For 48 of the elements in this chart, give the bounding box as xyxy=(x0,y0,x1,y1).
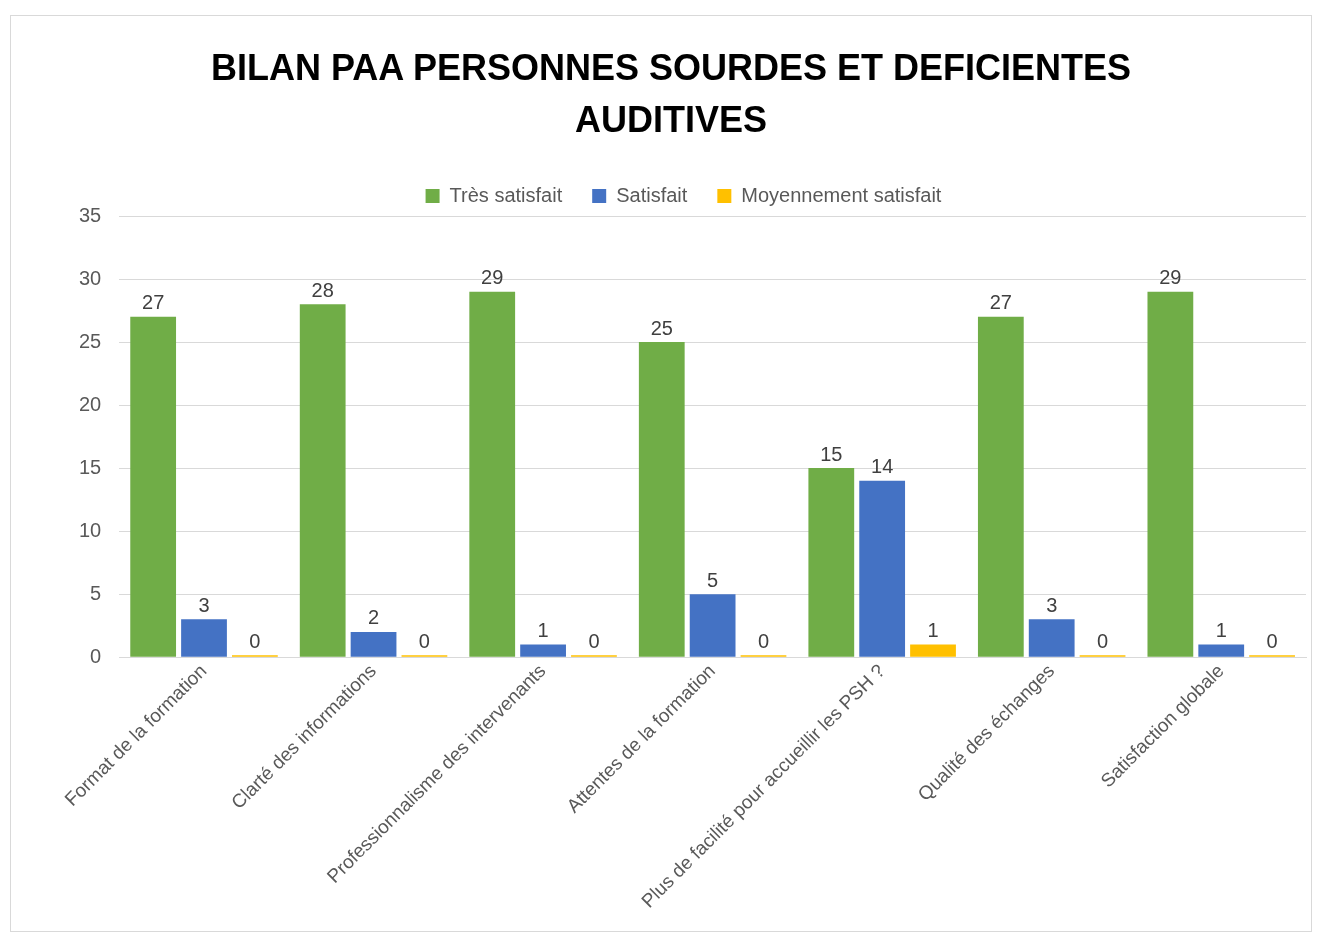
data-label: 0 xyxy=(249,629,261,652)
data-label: 1 xyxy=(927,619,939,642)
data-label: 27 xyxy=(989,291,1012,314)
bar xyxy=(520,644,566,657)
y-tick-label: 20 xyxy=(79,392,102,415)
bar xyxy=(808,468,855,657)
bar xyxy=(350,631,397,657)
data-label: 15 xyxy=(820,442,843,465)
y-tick-label: 35 xyxy=(79,203,102,226)
y-tick-label: 0 xyxy=(90,644,102,667)
data-label: 1 xyxy=(537,619,549,642)
legend-label: Satisfait xyxy=(616,183,688,206)
data-label: 29 xyxy=(481,266,504,289)
y-tick-label: 5 xyxy=(90,581,102,604)
data-label: 2 xyxy=(367,606,380,629)
data-label: 3 xyxy=(198,593,210,616)
bar xyxy=(859,480,906,657)
y-tick-label: 30 xyxy=(79,266,102,289)
data-label: 28 xyxy=(311,278,334,301)
bar xyxy=(469,291,516,657)
bar xyxy=(1198,644,1245,657)
data-label: 0 xyxy=(418,629,430,652)
data-label: 1 xyxy=(1215,619,1227,642)
y-tick-label: 10 xyxy=(79,518,102,541)
bar xyxy=(910,644,956,657)
data-label: 0 xyxy=(1266,629,1278,652)
data-label: 0 xyxy=(588,629,600,652)
bar xyxy=(1147,291,1194,657)
data-label: 0 xyxy=(1096,629,1109,652)
bar xyxy=(299,304,346,657)
bar xyxy=(638,342,685,657)
bar xyxy=(181,619,227,657)
data-label: 25 xyxy=(650,316,673,339)
bar xyxy=(977,316,1024,657)
legend-label: Très satisfait xyxy=(449,183,563,206)
data-label: 29 xyxy=(1159,266,1182,289)
data-label: 14 xyxy=(871,455,894,478)
data-label: 27 xyxy=(142,291,165,314)
legend-label: Moyennement satisfait xyxy=(741,183,942,206)
chart-title: BILAN PAA PERSONNES SOURDES ET DEFICIENTES AUDITIVES xyxy=(209,46,1133,142)
data-label: 3 xyxy=(1046,593,1058,616)
bar xyxy=(130,316,177,657)
data-label: 0 xyxy=(757,629,770,652)
bar xyxy=(1028,619,1075,657)
data-label: 5 xyxy=(707,568,719,591)
y-tick-label: 15 xyxy=(79,455,102,478)
y-tick-label: 25 xyxy=(79,329,102,352)
bar xyxy=(689,594,736,657)
